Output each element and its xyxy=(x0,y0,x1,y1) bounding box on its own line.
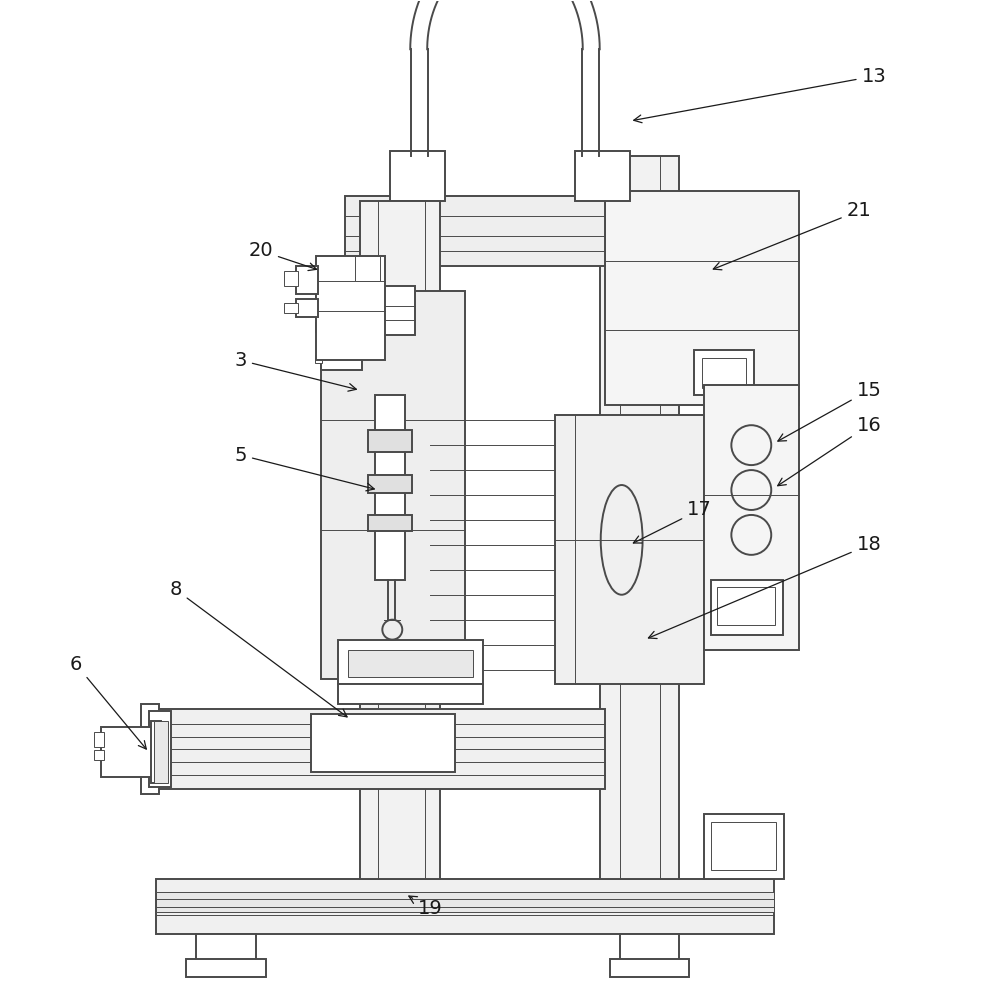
Bar xyxy=(711,823,776,870)
Text: 16: 16 xyxy=(778,416,881,486)
Bar xyxy=(156,879,774,934)
Text: 20: 20 xyxy=(248,241,317,270)
Bar xyxy=(368,430,412,452)
Text: 21: 21 xyxy=(713,201,871,270)
Bar xyxy=(284,270,298,285)
Bar xyxy=(321,350,362,370)
Bar xyxy=(151,710,605,790)
Bar xyxy=(368,475,412,493)
Bar xyxy=(284,302,298,312)
Bar xyxy=(711,580,783,635)
Text: 17: 17 xyxy=(633,500,712,543)
Bar xyxy=(311,715,455,773)
Text: 5: 5 xyxy=(234,446,374,491)
Bar xyxy=(151,722,161,784)
Bar xyxy=(156,892,774,912)
Bar xyxy=(704,385,799,650)
Bar xyxy=(196,934,256,964)
Bar xyxy=(704,815,784,879)
Bar xyxy=(694,350,754,395)
Bar xyxy=(368,515,412,531)
Bar xyxy=(315,322,322,332)
Text: 18: 18 xyxy=(648,535,881,638)
Bar xyxy=(338,685,483,705)
Bar xyxy=(575,151,630,200)
Bar xyxy=(94,751,104,761)
Bar xyxy=(375,395,405,580)
Text: 8: 8 xyxy=(170,580,347,717)
Bar xyxy=(348,650,473,678)
Bar xyxy=(149,712,171,788)
Bar xyxy=(316,255,385,360)
Bar xyxy=(315,355,322,363)
Bar xyxy=(321,285,362,315)
Bar xyxy=(321,290,465,680)
Bar xyxy=(717,587,775,625)
Bar xyxy=(321,320,362,345)
Text: 13: 13 xyxy=(634,67,886,123)
Bar xyxy=(620,934,679,964)
Bar xyxy=(390,151,445,200)
Text: 19: 19 xyxy=(409,896,443,918)
Bar xyxy=(154,722,168,784)
Bar xyxy=(600,156,679,879)
Bar xyxy=(365,285,415,335)
Text: 3: 3 xyxy=(235,351,356,391)
Bar xyxy=(94,733,104,748)
Bar xyxy=(555,415,704,685)
Bar xyxy=(296,298,318,316)
Bar xyxy=(338,640,483,685)
Bar xyxy=(315,290,322,302)
Bar xyxy=(345,195,605,265)
Bar xyxy=(141,705,159,795)
Text: 15: 15 xyxy=(778,381,881,441)
Bar xyxy=(101,728,153,778)
Bar xyxy=(605,190,799,405)
Text: 6: 6 xyxy=(70,655,146,749)
Bar xyxy=(360,200,440,879)
Bar xyxy=(186,959,266,977)
Bar xyxy=(610,959,689,977)
Bar xyxy=(296,265,318,293)
Bar xyxy=(702,358,746,388)
Bar xyxy=(355,255,380,280)
